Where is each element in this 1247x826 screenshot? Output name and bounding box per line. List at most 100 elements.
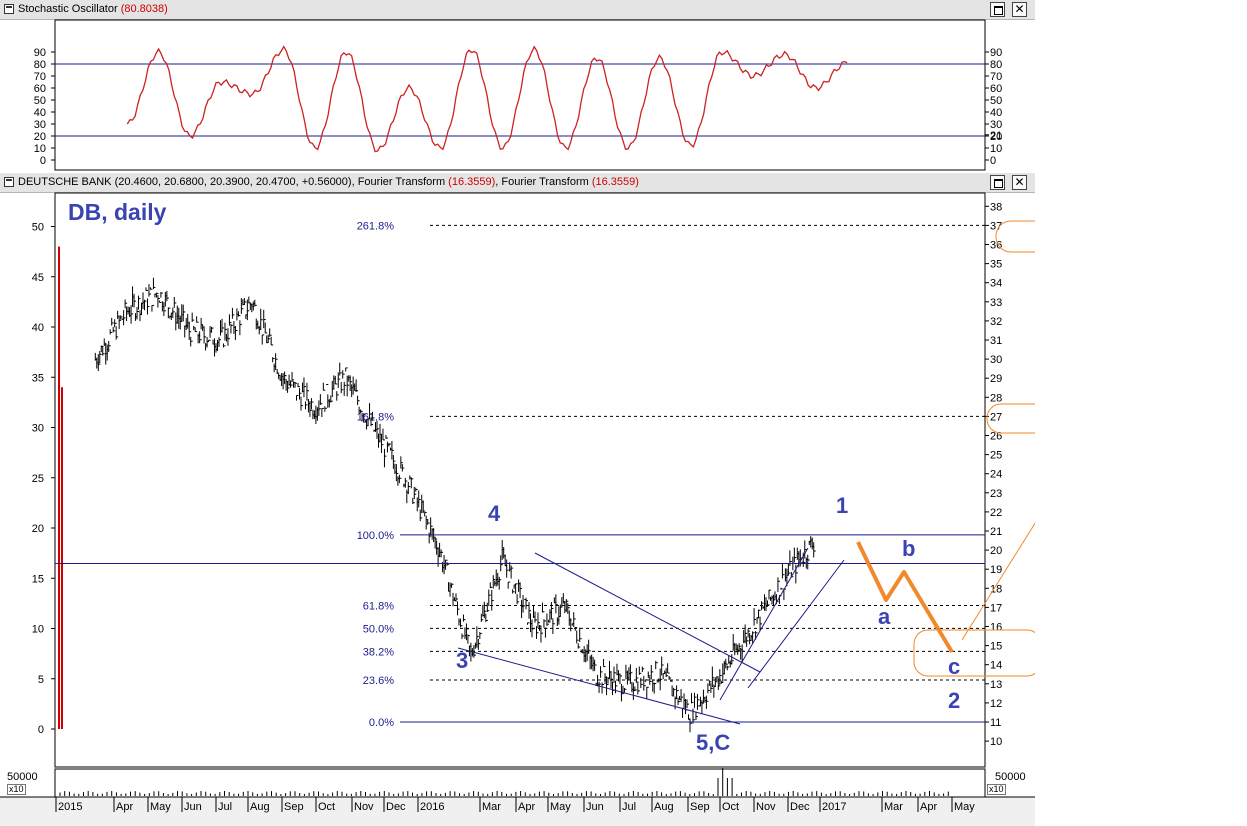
volume-multiplier-left: x10 [7, 784, 26, 795]
x-tick-label: Nov [354, 801, 374, 813]
panel-frame [54, 192, 986, 768]
x-tick-label: Dec [790, 801, 810, 813]
price-right-tick: 32 [990, 316, 1002, 328]
stoch-right-tick: 21 [990, 130, 1002, 142]
x-tick-label: Aug [250, 801, 270, 813]
x-tick-label: Jun [586, 801, 604, 813]
price-right-tick: 19 [990, 564, 1002, 576]
close-panel-button[interactable]: ✕ [1012, 2, 1027, 17]
stoch-left-tick: 0 [40, 155, 46, 167]
x-tick-label: Oct [318, 801, 335, 813]
volume-multiplier-right: x10 [987, 784, 1006, 795]
maximize-panel-button[interactable] [990, 175, 1005, 190]
price-left-tick: 35 [32, 372, 44, 384]
stoch-left-tick: 60 [34, 83, 46, 95]
stoch-right-tick: 70 [990, 71, 1002, 83]
x-tick-label: Apr [920, 801, 937, 813]
panel-menu-icon[interactable] [4, 4, 14, 14]
x-tick-label: Apr [116, 801, 133, 813]
price-right-tick: 22 [990, 507, 1002, 519]
price-right-tick: 11 [990, 717, 1001, 729]
price-left-tick: 40 [32, 322, 44, 334]
fib-level-label: 61.8% [363, 600, 394, 612]
x-tick-label: Oct [722, 801, 739, 813]
price-right-tick: 20 [990, 545, 1002, 557]
fib-level-label: 0.0% [369, 717, 394, 729]
fib-level-label: 100.0% [357, 530, 395, 542]
stoch-panel-title: Stochastic Oscillator (80.8038) [18, 3, 168, 15]
x-axis-band [0, 797, 1035, 826]
price-right-tick: 26 [990, 431, 1002, 443]
stoch-left-tick: 80 [34, 59, 46, 71]
price-right-tick: 21 [990, 526, 1002, 538]
forecast-path [856, 541, 954, 654]
x-tick-label: May [954, 801, 975, 813]
price-right-tick: 31 [990, 335, 1002, 347]
stoch-left-tick: 90 [34, 47, 46, 59]
maximize-panel-button[interactable] [990, 2, 1005, 17]
wave-label-2: 2 [948, 688, 960, 713]
panel-frame [54, 768, 986, 798]
price-right-tick: 33 [990, 297, 1002, 309]
price-left-tick: 0 [38, 724, 44, 736]
x-tick-label: May [550, 801, 571, 813]
price-right-tick: 29 [990, 373, 1002, 385]
stoch-left-tick: 20 [34, 131, 46, 143]
stoch-left-tick: 10 [34, 143, 46, 155]
fib-level-label: 161.8% [357, 411, 395, 423]
price-right-tick: 24 [990, 469, 1002, 481]
price-panel-titlebar: DEUTSCHE BANK (20.4600, 20.6800, 20.3900… [0, 173, 1035, 193]
price-right-tick: 14 [990, 660, 1002, 672]
stoch-left-tick: 70 [34, 71, 46, 83]
price-left-tick: 30 [32, 423, 44, 435]
wave-label-6: 5,C [696, 730, 730, 755]
x-tick-label: Jul [218, 801, 232, 813]
x-tick-label: Jul [622, 801, 636, 813]
price-right-tick: 27 [990, 411, 1002, 423]
stoch-right-tick: 40 [990, 107, 1002, 119]
price-right-tick: 13 [990, 679, 1002, 691]
price-panel-title: DEUTSCHE BANK (20.4600, 20.6800, 20.3900… [18, 176, 639, 188]
price-right-tick: 34 [990, 278, 1002, 290]
price-right-tick: 17 [990, 602, 1002, 614]
x-tick-label: Mar [482, 801, 501, 813]
stoch-line [126, 45, 848, 153]
price-left-tick: 20 [32, 523, 44, 535]
wedge-lower-line [457, 647, 741, 725]
fib-level-label: 23.6% [363, 675, 394, 687]
x-tick-label: Sep [284, 801, 304, 813]
price-right-tick: 35 [990, 259, 1002, 271]
x-tick-label: Apr [518, 801, 535, 813]
stoch-right-tick: 0 [990, 155, 996, 167]
close-panel-button[interactable]: ✕ [1012, 175, 1027, 190]
x-tick-label: Mar [884, 801, 903, 813]
stoch-right-tick: 50 [990, 95, 1002, 107]
stoch-left-tick: 40 [34, 107, 46, 119]
panel-menu-icon[interactable] [4, 177, 14, 187]
x-tick-label: Nov [756, 801, 776, 813]
price-right-tick: 30 [990, 354, 1002, 366]
stoch-panel-titlebar: Stochastic Oscillator (80.8038) ✕ [0, 0, 1035, 20]
stoch-left-tick: 30 [34, 119, 46, 131]
wave-label-4: 4 [488, 501, 501, 526]
stoch-right-tick: 90 [990, 47, 1002, 59]
fib-level-label: 50.0% [363, 623, 394, 635]
x-tick-label: Jun [184, 801, 202, 813]
wave-label-8: b [902, 536, 915, 561]
wave-label-7: a [878, 604, 891, 629]
stoch-right-tick: 20 [990, 131, 1002, 143]
wave-label-9: c [948, 654, 960, 679]
x-tick-label: Sep [690, 801, 710, 813]
price-right-tick: 38 [990, 201, 1002, 213]
volume-scale-left: 50000 [7, 771, 38, 783]
wedge-upper-line [534, 552, 761, 673]
channel-lower-line [747, 559, 845, 689]
wave-label-5: 3 [456, 648, 468, 673]
price-left-tick: 5 [38, 674, 44, 686]
fib-level-label: 38.2% [363, 646, 394, 658]
price-right-tick: 18 [990, 583, 1002, 595]
x-tick-label: 2016 [420, 801, 444, 813]
x-tick-label: 2017 [822, 801, 846, 813]
